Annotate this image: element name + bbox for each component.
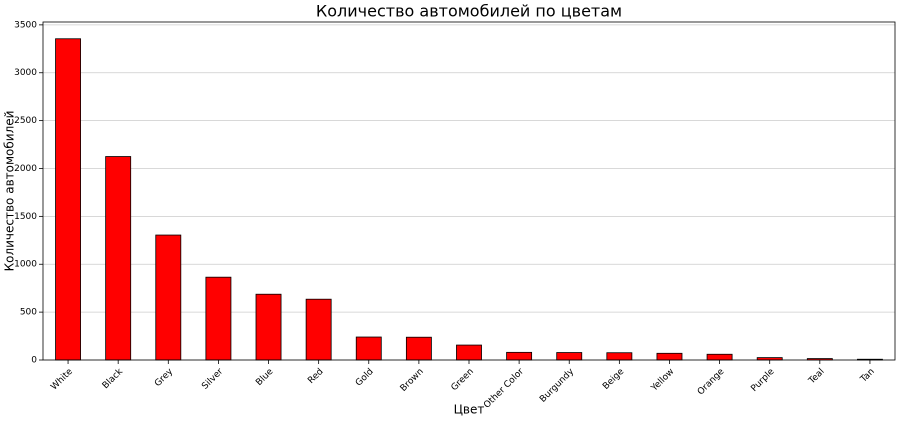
bar (105, 156, 132, 361)
y-tick-label: 0 (31, 356, 37, 366)
bar (255, 293, 282, 361)
x-tick-label: Black (101, 366, 126, 391)
bar (55, 38, 81, 361)
x-tick-label: Tan (858, 367, 877, 386)
x-axis-label: Цвет (454, 403, 485, 417)
x-tick-label: Burgundy (538, 366, 576, 404)
x-tick-label: Grey (153, 366, 176, 389)
bar (506, 351, 533, 361)
x-tick-label: Silver (200, 367, 225, 392)
y-axis-label: Количество автомобилей (3, 111, 17, 272)
x-tick-label: Beige (601, 366, 626, 391)
x-tick-label: Other Color (482, 367, 526, 411)
y-tick-label: 500 (20, 308, 37, 318)
bar (205, 276, 232, 361)
y-tick-label: 3500 (14, 20, 37, 30)
x-tick-label: Blue (254, 366, 275, 387)
y-tick-label: 1000 (14, 260, 37, 270)
y-tick-label: 1500 (14, 212, 37, 222)
bar (355, 336, 382, 361)
x-tick-label: Purple (749, 367, 776, 394)
y-tick-label: 2500 (14, 116, 37, 126)
plot-frame (42, 21, 896, 361)
bar (706, 353, 733, 361)
x-tick-label: Yellow (649, 367, 676, 394)
chart-title: Количество автомобилей по цветам (316, 2, 622, 21)
bar (456, 344, 482, 361)
y-tick-label: 3000 (14, 68, 37, 78)
bar (656, 352, 683, 361)
x-tick-label: Gold (354, 367, 376, 389)
x-tick-label: White (49, 366, 75, 392)
bar (556, 352, 583, 361)
bar (305, 298, 332, 361)
bar (155, 234, 182, 361)
x-tick-label: Green (450, 367, 476, 393)
bar (606, 352, 633, 361)
x-tick-label: Teal (807, 367, 827, 387)
x-tick-label: Brown (399, 367, 426, 394)
x-tick-label: Orange (696, 366, 727, 397)
x-tick-label: Red (306, 367, 325, 386)
y-tick-label: 2000 (14, 164, 37, 174)
bar (405, 336, 432, 361)
